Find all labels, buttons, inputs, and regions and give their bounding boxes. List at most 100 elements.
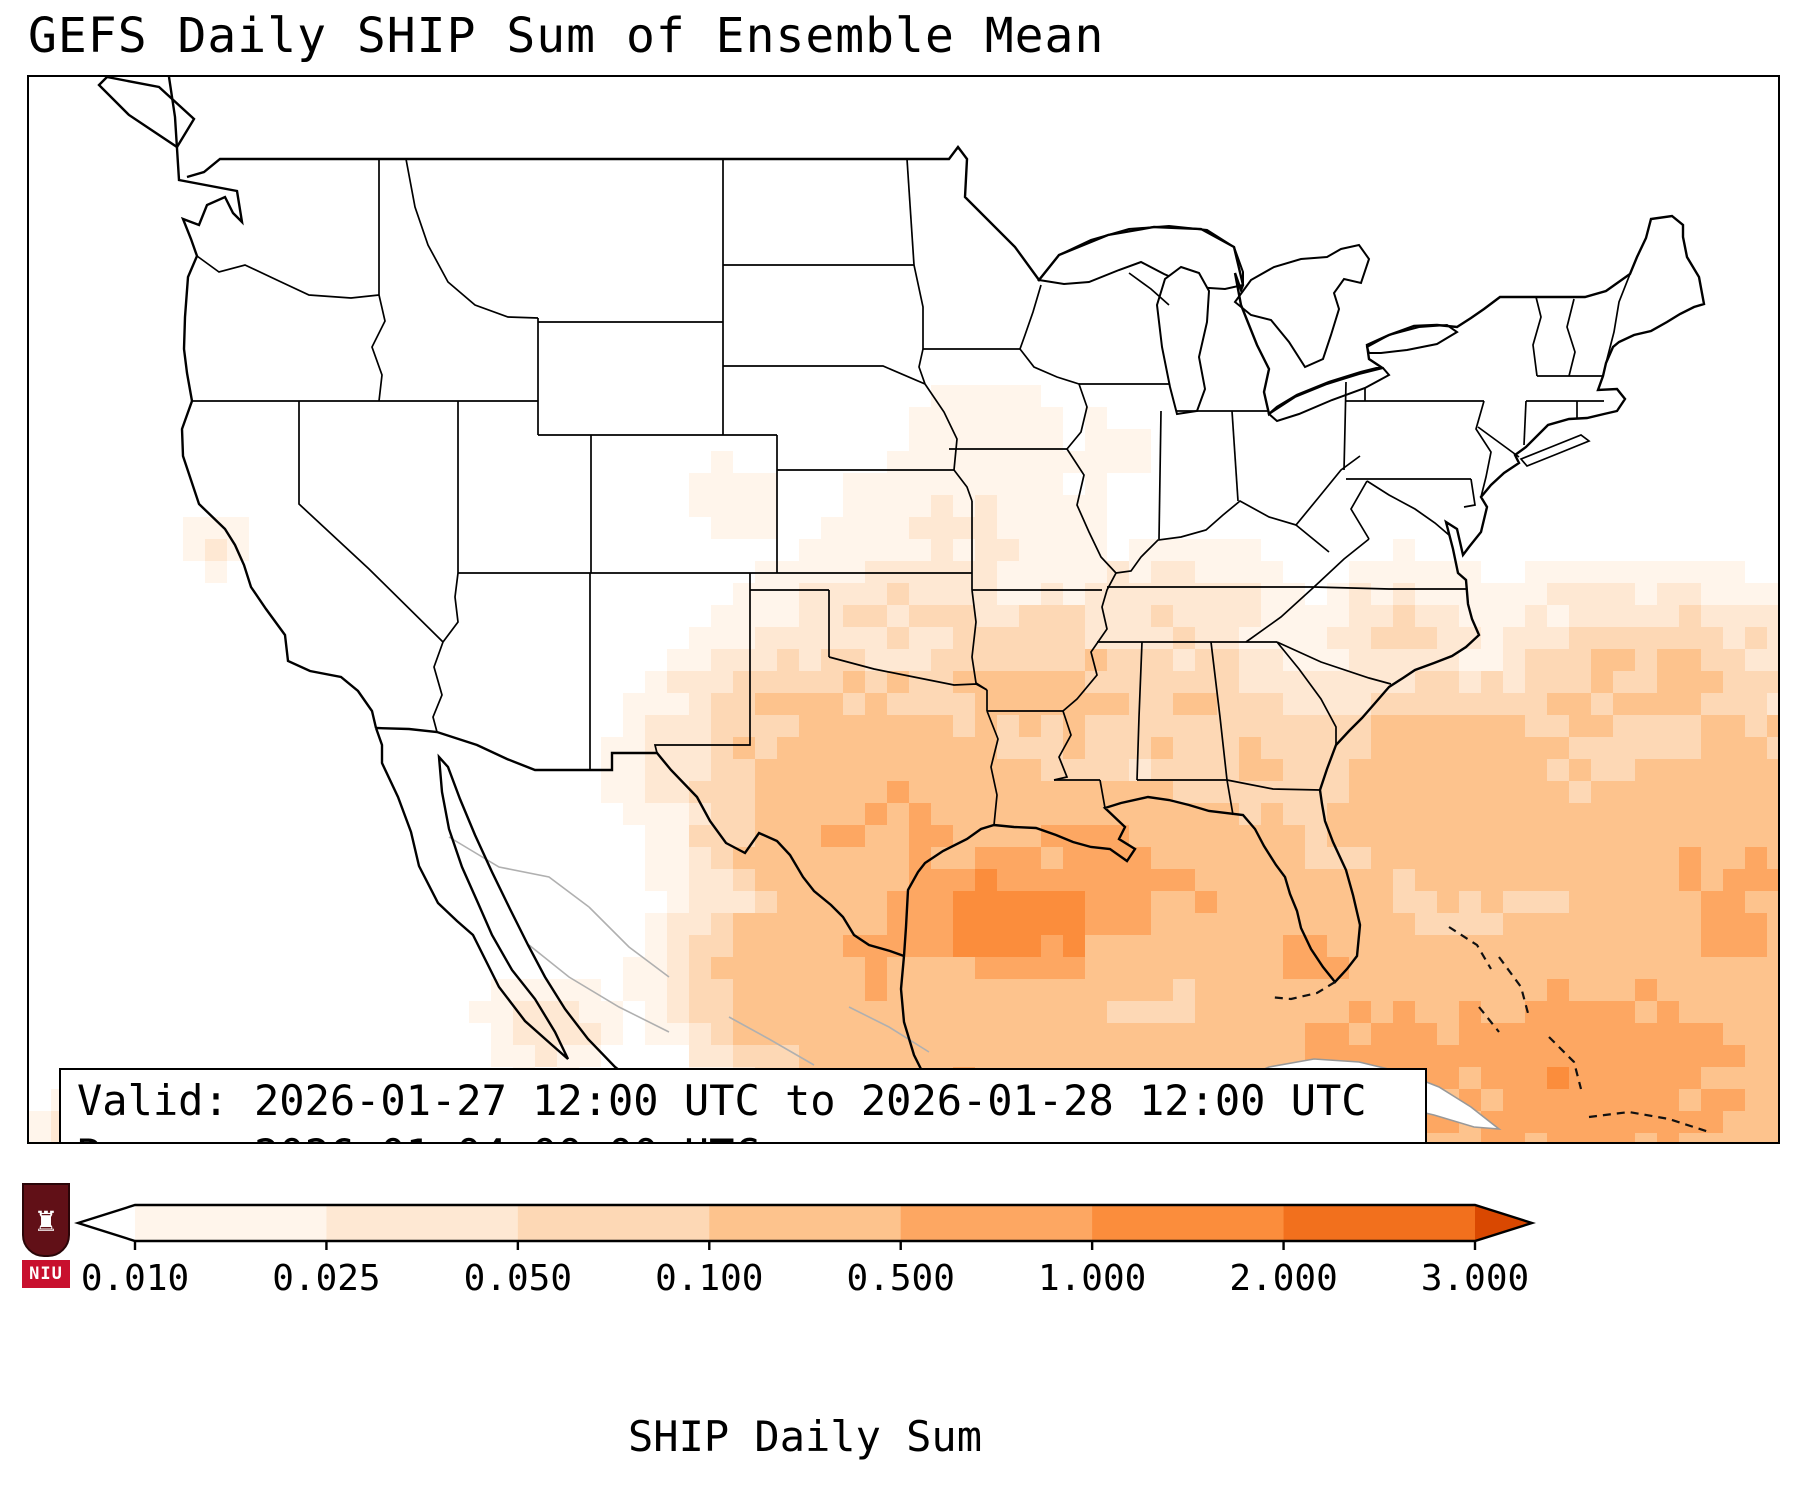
ship-shade-cell bbox=[1305, 627, 1327, 649]
ship-shade-cell bbox=[733, 825, 755, 847]
ship-shade-cell bbox=[997, 451, 1019, 473]
ship-shade-cell bbox=[931, 1001, 953, 1023]
ship-shade-cell bbox=[799, 759, 821, 781]
ship-shade-cell bbox=[1569, 869, 1591, 891]
ship-shade-cell bbox=[667, 1001, 689, 1023]
ship-shade-cell bbox=[1041, 407, 1063, 429]
ship-shade-cell bbox=[1019, 583, 1041, 605]
ship-shade-cell bbox=[1635, 957, 1657, 979]
ship-shade-cell bbox=[865, 737, 887, 759]
ship-shade-cell bbox=[1195, 847, 1217, 869]
ship-shade-cell bbox=[1679, 561, 1701, 583]
ship-shade-cell bbox=[1063, 1045, 1085, 1067]
ship-shade-cell bbox=[1283, 1001, 1305, 1023]
ship-shade-cell bbox=[1481, 1133, 1503, 1142]
ship-shade-cell bbox=[1239, 759, 1261, 781]
ship-shade-cell bbox=[865, 891, 887, 913]
ship-shade-cell bbox=[689, 737, 711, 759]
ship-shade-cell bbox=[755, 891, 777, 913]
ship-shade-cell bbox=[931, 693, 953, 715]
ship-shade-cell bbox=[1085, 913, 1107, 935]
ship-shade-cell bbox=[1371, 957, 1393, 979]
ship-shade-cell bbox=[1371, 1045, 1393, 1067]
ship-shade-cell bbox=[1569, 627, 1591, 649]
ship-shade-cell bbox=[1635, 671, 1657, 693]
ship-shade-cell bbox=[1679, 935, 1701, 957]
ship-shade-cell bbox=[1327, 627, 1349, 649]
run-time-text: Run: 2026-01-04 00:00 UTC bbox=[77, 1128, 1409, 1142]
ship-shade-cell bbox=[1745, 715, 1767, 737]
ship-shade-cell bbox=[1327, 759, 1349, 781]
ship-shade-cell bbox=[821, 825, 843, 847]
ship-shade-cell bbox=[997, 891, 1019, 913]
pacific-coast bbox=[167, 77, 378, 729]
ship-shade-cell bbox=[1525, 869, 1547, 891]
ship-shade-cell bbox=[1437, 847, 1459, 869]
ship-shade-cell bbox=[975, 539, 997, 561]
ship-shade-cell bbox=[1635, 803, 1657, 825]
ship-shade-cell bbox=[513, 1023, 535, 1045]
ship-shade-cell bbox=[843, 473, 865, 495]
ship-shade-cell bbox=[689, 781, 711, 803]
colorbar-tick-label: 1.000 bbox=[1037, 1258, 1147, 1299]
ship-shade-cell bbox=[1767, 957, 1778, 979]
ship-shade-cell bbox=[1349, 1001, 1371, 1023]
ship-shade-cell bbox=[1745, 649, 1767, 671]
ship-shade-cell bbox=[1679, 869, 1701, 891]
ship-shade-cell bbox=[1525, 935, 1547, 957]
ship-shade-cell bbox=[1085, 429, 1107, 451]
ship-shade-cell bbox=[1349, 759, 1371, 781]
ship-shade-cell bbox=[733, 759, 755, 781]
ship-shade-cell bbox=[1503, 1023, 1525, 1045]
ship-shade-cell bbox=[1129, 825, 1151, 847]
ship-shade-cell bbox=[931, 1045, 953, 1067]
ship-shade-cell bbox=[1415, 891, 1437, 913]
ship-shade-cell bbox=[1459, 913, 1481, 935]
ship-shade-cell bbox=[1393, 825, 1415, 847]
ship-shade-cell bbox=[1437, 759, 1459, 781]
ship-shade-cell bbox=[1041, 539, 1063, 561]
ship-shade-cell bbox=[1613, 957, 1635, 979]
ship-shade-cell bbox=[711, 803, 733, 825]
ship-shade-cell bbox=[997, 979, 1019, 1001]
ship-shade-cell bbox=[975, 803, 997, 825]
ship-shade-cell bbox=[1701, 1023, 1723, 1045]
ship-shade-cell bbox=[1547, 1133, 1569, 1142]
ship-shade-cell bbox=[1195, 803, 1217, 825]
ship-shade-cell bbox=[843, 979, 865, 1001]
ship-shade-cell bbox=[755, 935, 777, 957]
ship-shade-cell bbox=[1569, 1089, 1591, 1111]
ship-shade-cell bbox=[975, 1001, 997, 1023]
ship-shade-cell bbox=[1503, 1001, 1525, 1023]
ship-shade-cell bbox=[887, 693, 909, 715]
ship-shade-cell bbox=[975, 649, 997, 671]
ship-shade-cell bbox=[1547, 759, 1569, 781]
ship-shade-cell bbox=[1525, 979, 1547, 1001]
ship-shade-cell bbox=[1217, 561, 1239, 583]
ship-shade-cell bbox=[1437, 583, 1459, 605]
ship-shade-cell bbox=[1459, 1133, 1481, 1142]
ship-shade-cell bbox=[1459, 979, 1481, 1001]
ship-shade-cell bbox=[1767, 715, 1778, 737]
colorbar-segment bbox=[709, 1205, 902, 1241]
ship-shade-cell bbox=[1547, 561, 1569, 583]
ship-shade-cell bbox=[931, 847, 953, 869]
ship-shade-cell bbox=[1701, 847, 1723, 869]
ship-shade-cell bbox=[931, 759, 953, 781]
ship-shade-cell bbox=[1019, 561, 1041, 583]
ship-shade-cell bbox=[1085, 495, 1107, 517]
ship-shade-cell bbox=[1525, 671, 1547, 693]
ship-shade-cell bbox=[777, 583, 799, 605]
ship-shade-cell bbox=[1239, 935, 1261, 957]
ship-shade-cell bbox=[975, 737, 997, 759]
ship-shade-cell bbox=[1701, 825, 1723, 847]
ship-shade-cell bbox=[1635, 693, 1657, 715]
ship-shade-cell bbox=[1481, 935, 1503, 957]
ship-shade-cell bbox=[1635, 847, 1657, 869]
ship-shade-cell bbox=[205, 517, 227, 539]
florida-keys bbox=[1268, 981, 1336, 1001]
ship-shade-cell bbox=[1261, 671, 1283, 693]
ship-shade-cell bbox=[975, 869, 997, 891]
ship-shade-cell bbox=[953, 869, 975, 891]
ship-shade-cell bbox=[1437, 1067, 1459, 1089]
